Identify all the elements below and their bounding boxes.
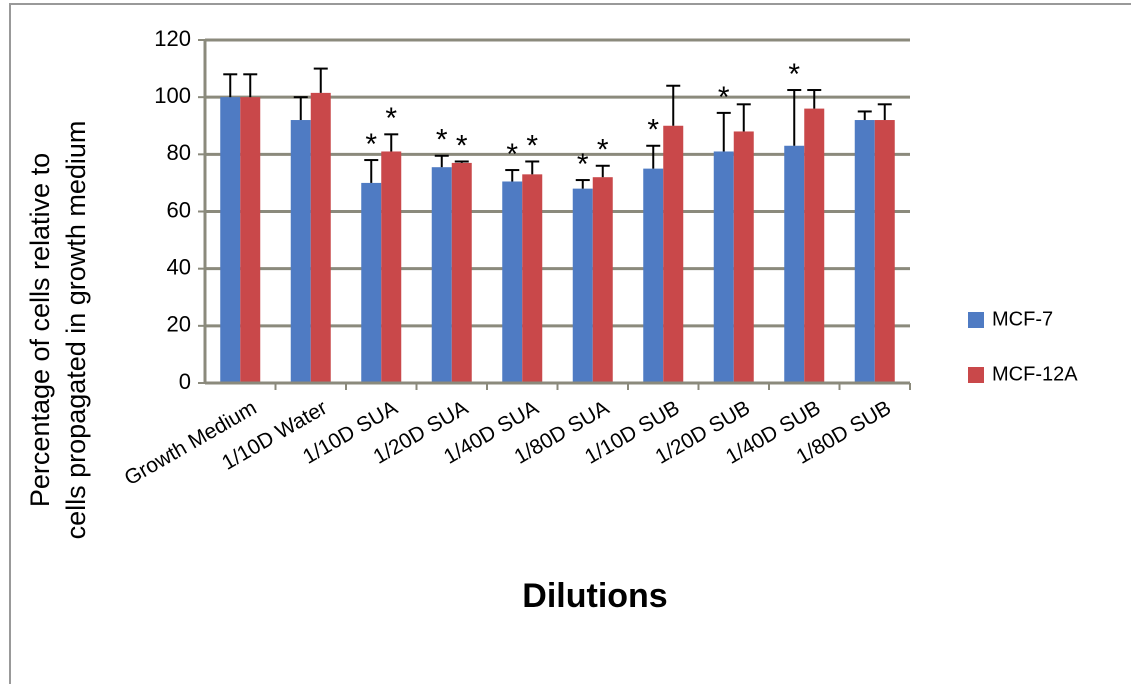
annotation: * (456, 129, 468, 162)
annotation: * (385, 102, 397, 135)
error-bar (575, 179, 590, 189)
error-bar (505, 169, 520, 182)
legend-label: MCF-7 (992, 308, 1053, 330)
y-tick-label: 100 (154, 83, 191, 108)
annotation: * (577, 148, 589, 181)
legend-label: MCF-12A (992, 363, 1078, 385)
y-axis-title-line: Percentage of cells relative to (25, 153, 55, 507)
y-axis-title-line: cells propagated in growth medium (61, 121, 91, 540)
bar (713, 151, 734, 383)
bar (804, 108, 825, 383)
annotation: * (365, 128, 377, 161)
error-bar (243, 73, 258, 98)
bar (502, 181, 523, 383)
error-bar (525, 160, 540, 175)
error-bar (223, 73, 238, 98)
bar (220, 97, 241, 384)
y-tick-label: 40 (167, 254, 191, 279)
bar (361, 182, 382, 383)
error-bar (434, 154, 449, 168)
error-bar (716, 111, 731, 152)
bar (874, 120, 895, 384)
bar (784, 145, 805, 383)
error-bar (787, 89, 802, 146)
annotation: * (597, 134, 609, 167)
annotation: * (506, 138, 518, 171)
error-bar (646, 144, 661, 169)
annotation: * (647, 114, 659, 147)
annotation: * (526, 129, 538, 162)
y-tick-label: 0 (179, 369, 191, 394)
bar (572, 188, 593, 383)
error-bar (877, 103, 892, 121)
bar (522, 174, 543, 383)
bar (733, 131, 754, 383)
y-tick-label: 60 (167, 197, 191, 222)
bar (854, 120, 875, 384)
y-axis-title: Percentage of cells relative to cells pr… (25, 121, 91, 540)
error-bar (313, 67, 328, 93)
y-tick-label: 120 (154, 26, 191, 51)
bar (643, 168, 664, 383)
annotation: * (718, 81, 730, 114)
bar (310, 92, 331, 384)
bar (290, 120, 311, 384)
error-bar (293, 96, 308, 121)
bar (431, 167, 452, 383)
error-bar (666, 84, 681, 126)
annotation: * (436, 124, 448, 157)
error-bar (736, 103, 751, 132)
annotation: * (788, 58, 800, 91)
error-bar (857, 110, 872, 121)
y-tick-label: 80 (167, 140, 191, 165)
error-bar (454, 160, 469, 163)
bar (381, 151, 402, 383)
y-tick-label: 20 (167, 312, 191, 337)
error-bar (384, 133, 399, 152)
legend-swatch (968, 312, 984, 328)
error-bar (364, 159, 379, 183)
legend-swatch (968, 367, 984, 383)
error-bar (807, 89, 822, 109)
bar (240, 97, 261, 384)
bar (663, 125, 684, 383)
bar (451, 162, 472, 383)
bar (592, 177, 613, 383)
error-bar (595, 164, 610, 178)
x-axis-title: Dilutions (522, 577, 667, 615)
frame (9, 3, 1131, 684)
